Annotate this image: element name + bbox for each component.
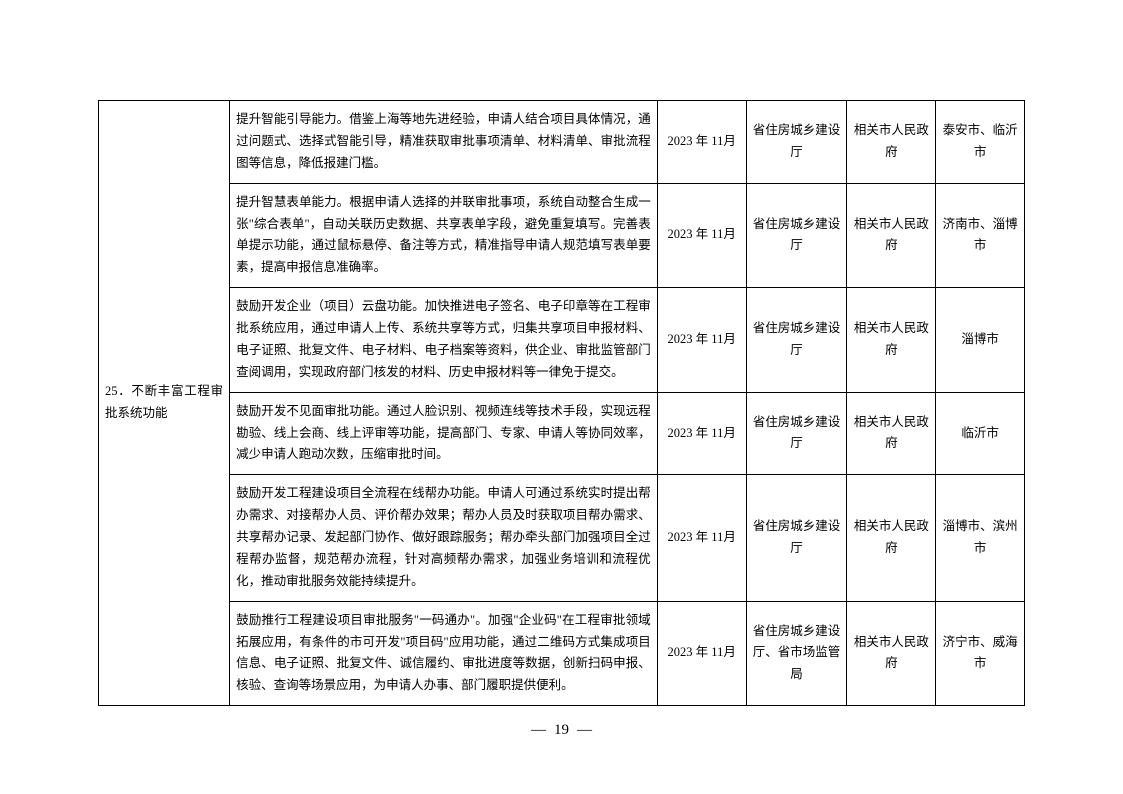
table-row: 鼓励开发不见面审批功能。通过人脸识别、视频连线等技术手段，实现远程勘验、线上会商… [99, 392, 1025, 475]
city-cell: 济宁市、威海市 [936, 601, 1025, 706]
dept2-cell: 相关市人民政府 [847, 183, 936, 288]
desc-cell: 鼓励推行工程建设项目审批服务"一码通办"。加强"企业码"在工程审批领域拓展应用，… [230, 601, 658, 706]
dept1-cell: 省住房城乡建设厅 [746, 392, 847, 475]
date-cell: 2023 年 11月 [657, 183, 746, 288]
category-cell: 25．不断丰富工程审批系统功能 [99, 101, 230, 706]
date-cell: 2023 年 11月 [657, 475, 746, 601]
table-row: 提升智慧表单能力。根据申请人选择的并联审批事项，系统自动整合生成一张"综合表单"… [99, 183, 1025, 288]
page-number: —19— [0, 722, 1123, 739]
desc-cell: 鼓励开发不见面审批功能。通过人脸识别、视频连线等技术手段，实现远程勘验、线上会商… [230, 392, 658, 475]
date-cell: 2023 年 11月 [657, 601, 746, 706]
dept1-cell: 省住房城乡建设厅、省市场监管局 [746, 601, 847, 706]
dept2-cell: 相关市人民政府 [847, 392, 936, 475]
policy-table: 25．不断丰富工程审批系统功能 提升智能引导能力。借鉴上海等地先进经验，申请人结… [98, 100, 1025, 706]
desc-cell: 提升智慧表单能力。根据申请人选择的并联审批事项，系统自动整合生成一张"综合表单"… [230, 183, 658, 288]
desc-cell: 鼓励开发工程建设项目全流程在线帮办功能。申请人可通过系统实时提出帮办需求、对接帮… [230, 475, 658, 601]
dept2-cell: 相关市人民政府 [847, 288, 936, 393]
city-cell: 泰安市、临沂市 [936, 101, 1025, 184]
table-row: 鼓励推行工程建设项目审批服务"一码通办"。加强"企业码"在工程审批领域拓展应用，… [99, 601, 1025, 706]
date-cell: 2023 年 11月 [657, 288, 746, 393]
desc-cell: 鼓励开发企业（项目）云盘功能。加快推进电子签名、电子印章等在工程审批系统应用，通… [230, 288, 658, 393]
city-cell: 淄博市 [936, 288, 1025, 393]
desc-cell: 提升智能引导能力。借鉴上海等地先进经验，申请人结合项目具体情况，通过问题式、选择… [230, 101, 658, 184]
dept1-cell: 省住房城乡建设厅 [746, 475, 847, 601]
dept1-cell: 省住房城乡建设厅 [746, 288, 847, 393]
date-cell: 2023 年 11月 [657, 392, 746, 475]
dept1-cell: 省住房城乡建设厅 [746, 183, 847, 288]
city-cell: 临沂市 [936, 392, 1025, 475]
dept2-cell: 相关市人民政府 [847, 475, 936, 601]
dept2-cell: 相关市人民政府 [847, 101, 936, 184]
table-row: 25．不断丰富工程审批系统功能 提升智能引导能力。借鉴上海等地先进经验，申请人结… [99, 101, 1025, 184]
date-cell: 2023 年 11月 [657, 101, 746, 184]
dept2-cell: 相关市人民政府 [847, 601, 936, 706]
dept1-cell: 省住房城乡建设厅 [746, 101, 847, 184]
table-row: 鼓励开发工程建设项目全流程在线帮办功能。申请人可通过系统实时提出帮办需求、对接帮… [99, 475, 1025, 601]
table-row: 鼓励开发企业（项目）云盘功能。加快推进电子签名、电子印章等在工程审批系统应用，通… [99, 288, 1025, 393]
city-cell: 济南市、淄博市 [936, 183, 1025, 288]
city-cell: 淄博市、滨州市 [936, 475, 1025, 601]
